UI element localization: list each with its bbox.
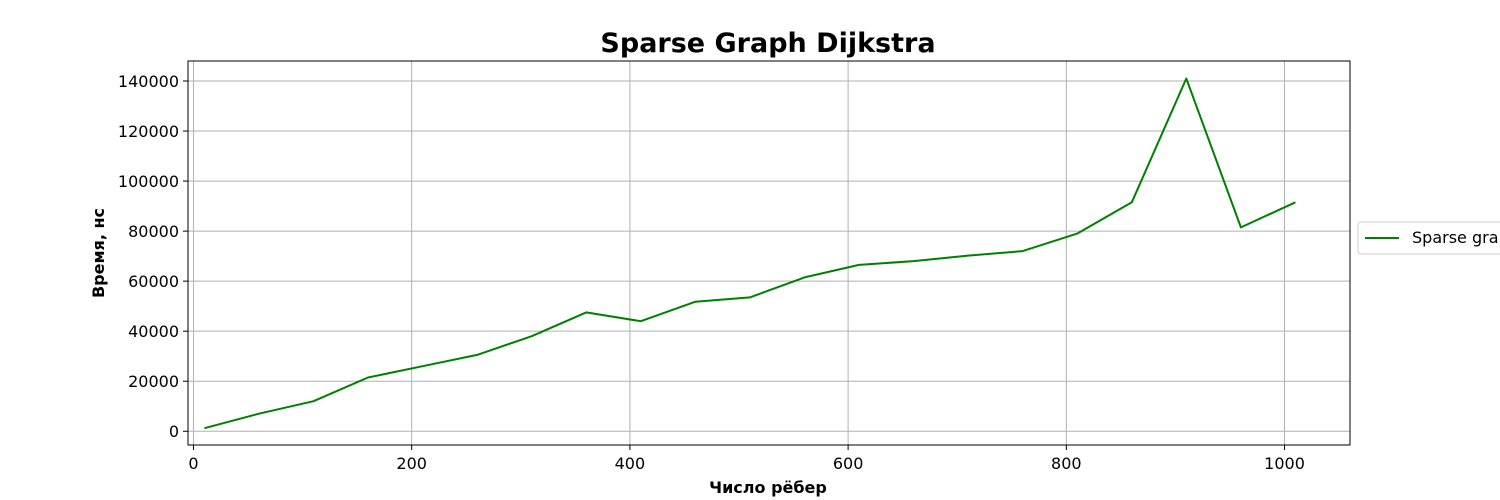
y-tick-label: 40000 (128, 322, 179, 341)
x-tick-label: 400 (615, 454, 646, 473)
legend-entry-label: Sparse gra (1412, 228, 1499, 247)
y-tick-label: 60000 (128, 272, 179, 291)
axis-ticks: 0 200 400 600 800 1000 0 20000 40000 60000 80000 10… (118, 72, 1305, 473)
x-tick-label: 1000 (1264, 454, 1305, 473)
y-axis-label: Время, нс (89, 208, 108, 298)
y-tick-label: 20000 (128, 372, 179, 391)
y-tick-label: 140000 (118, 72, 179, 91)
chart-title: Sparse Graph Dijkstra (600, 28, 935, 59)
y-tick-label: 80000 (128, 222, 179, 241)
series-layer (204, 77, 1296, 430)
plot-area-frame (187, 60, 1351, 446)
y-tick-label: 100000 (118, 172, 179, 191)
x-tick-label: 200 (396, 454, 427, 473)
x-tick-label: 600 (833, 454, 864, 473)
grid-lines (188, 61, 1350, 445)
legend-box (1357, 221, 1500, 255)
y-tick-label: 120000 (118, 122, 179, 141)
x-axis-label: Число рёбер (709, 478, 827, 497)
x-tick-label: 0 (188, 454, 198, 473)
y-tick-label: 0 (169, 422, 179, 441)
x-tick-label: 800 (1051, 454, 1082, 473)
series-line (204, 77, 1296, 430)
legend: Sparse gra (1357, 221, 1500, 255)
